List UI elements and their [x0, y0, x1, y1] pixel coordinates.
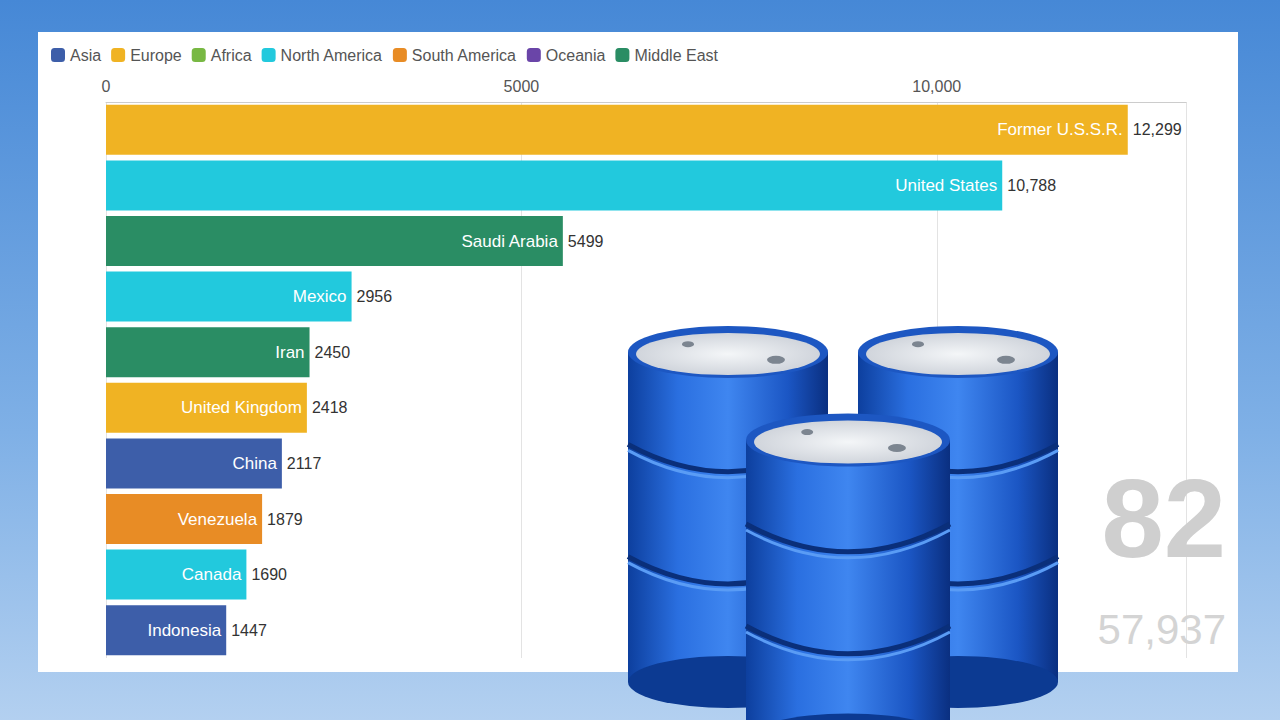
- svg-text:United States: United States: [895, 176, 997, 195]
- svg-text:5000: 5000: [504, 78, 540, 95]
- svg-text:2418: 2418: [312, 399, 348, 416]
- svg-text:Oceania: Oceania: [546, 47, 606, 64]
- svg-text:Canada: Canada: [182, 565, 242, 584]
- svg-text:Iran: Iran: [275, 343, 304, 362]
- svg-text:57,937: 57,937: [1098, 606, 1226, 653]
- svg-text:North America: North America: [281, 47, 382, 64]
- svg-text:Asia: Asia: [70, 47, 101, 64]
- svg-text:1447: 1447: [231, 622, 267, 639]
- svg-text:1690: 1690: [251, 566, 287, 583]
- svg-text:2117: 2117: [287, 455, 322, 472]
- svg-text:Europe: Europe: [130, 47, 182, 64]
- svg-text:South America: South America: [412, 47, 516, 64]
- svg-text:United Kingdom: United Kingdom: [181, 398, 302, 417]
- svg-text:5499: 5499: [568, 233, 604, 250]
- svg-text:12,299: 12,299: [1133, 121, 1182, 138]
- svg-text:Africa: Africa: [211, 47, 252, 64]
- svg-text:Venezuela: Venezuela: [178, 510, 258, 529]
- svg-text:Mexico: Mexico: [293, 287, 347, 306]
- svg-text:Former U.S.S.R.: Former U.S.S.R.: [997, 120, 1123, 139]
- svg-text:Middle East: Middle East: [634, 47, 718, 64]
- svg-text:2450: 2450: [315, 344, 351, 361]
- svg-text:82: 82: [1101, 456, 1226, 581]
- svg-text:1879: 1879: [267, 511, 303, 528]
- svg-text:10,000: 10,000: [912, 78, 961, 95]
- svg-text:2956: 2956: [357, 288, 393, 305]
- svg-text:Saudi Arabia: Saudi Arabia: [461, 232, 558, 251]
- svg-text:China: China: [232, 454, 277, 473]
- svg-text:10,788: 10,788: [1007, 177, 1056, 194]
- svg-text:0: 0: [102, 78, 111, 95]
- svg-text:Indonesia: Indonesia: [147, 621, 221, 640]
